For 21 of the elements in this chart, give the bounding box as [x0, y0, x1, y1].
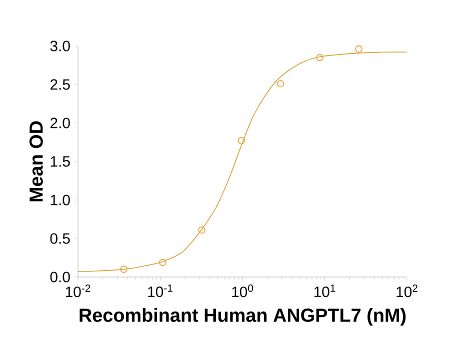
x-tick-label: 10$^{-2}$ [66, 284, 90, 298]
y-tick-label: 1.0 [50, 194, 70, 206]
point [120, 266, 128, 273]
x-tick-label: 10$^{0}$ [232, 284, 254, 298]
point [159, 258, 166, 266]
point [276, 80, 284, 88]
x-axis-title: Recombinant Human ANGPTL7 (nM) [80, 308, 406, 326]
y-tick-label: 0.5 [50, 233, 70, 244]
x-tick-label: 10$^{-1}$ [148, 284, 172, 298]
point [316, 54, 324, 62]
y-tick-label: 0.0 [50, 272, 70, 282]
point [198, 226, 206, 234]
point [355, 45, 362, 53]
y-tick-label: 2.5 [50, 79, 70, 90]
x-tick-label: 10$^{1}$ [314, 284, 336, 298]
point [238, 137, 246, 144]
y-axis-title: Mean OD [29, 121, 43, 202]
y-tick-label: 1.5 [50, 156, 70, 167]
y-tick-label: 2.0 [50, 118, 70, 128]
x-tick-label: 10$^{2}$ [396, 284, 418, 298]
y-tick-label: 3.0 [50, 40, 70, 52]
